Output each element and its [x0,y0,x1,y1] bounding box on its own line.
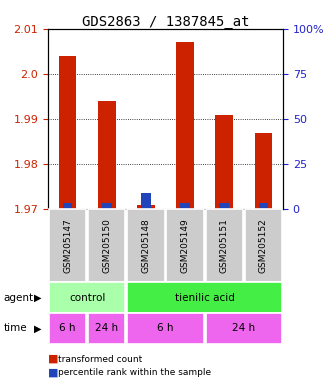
Text: 24 h: 24 h [95,323,118,333]
Text: ▶: ▶ [34,323,42,333]
Bar [215,114,233,209]
Bar [219,202,229,209]
Text: 6 h: 6 h [59,323,76,333]
Text: transformed count: transformed count [58,354,142,364]
Bar [180,202,190,209]
Bar [141,194,151,209]
Text: ▶: ▶ [34,293,42,303]
Text: agent: agent [3,293,33,303]
Text: control: control [69,293,105,303]
Bar [176,42,194,209]
Text: GSM205150: GSM205150 [102,218,111,273]
Text: GSM205151: GSM205151 [220,218,229,273]
Bar [59,56,76,209]
Text: tienilic acid: tienilic acid [175,293,235,303]
Bar [102,202,112,209]
Bar [63,202,72,209]
Text: percentile rank within the sample: percentile rank within the sample [58,368,211,377]
Text: 24 h: 24 h [232,323,256,333]
Bar [259,202,268,209]
Bar [98,101,116,209]
Text: GSM205147: GSM205147 [63,218,72,273]
Text: 6 h: 6 h [157,323,174,333]
Text: ■: ■ [48,354,59,364]
Text: GDS2863 / 1387845_at: GDS2863 / 1387845_at [82,15,249,29]
Text: time: time [3,323,27,333]
Bar [255,132,272,209]
Text: ■: ■ [48,367,59,377]
Text: GSM205148: GSM205148 [141,218,150,273]
Text: GSM205149: GSM205149 [181,218,190,273]
Text: GSM205152: GSM205152 [259,218,268,273]
Bar [137,205,155,209]
